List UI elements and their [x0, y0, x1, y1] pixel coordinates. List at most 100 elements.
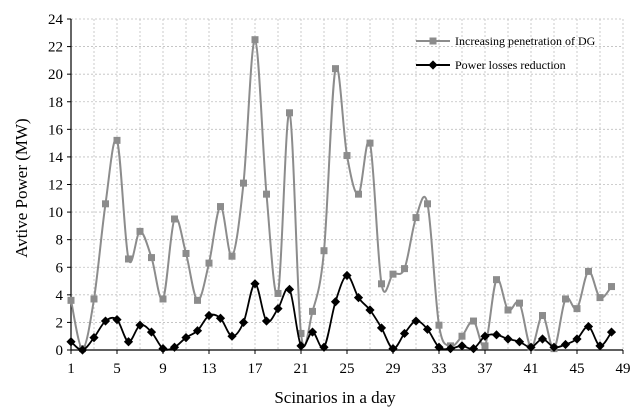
data-point: [217, 203, 224, 211]
data-point: [353, 292, 364, 303]
data-point: [606, 327, 617, 337]
y-tick-label: 8: [56, 233, 64, 249]
y-tick-label: 20: [48, 67, 63, 83]
data-point: [503, 334, 513, 344]
data-point: [388, 344, 398, 354]
data-point: [481, 342, 489, 350]
y-tick-label: 24: [48, 12, 64, 28]
data-point: [181, 332, 191, 343]
data-point: [549, 342, 559, 352]
data-point: [514, 337, 525, 347]
x-tick-label: 41: [524, 361, 539, 377]
data-point: [562, 295, 569, 303]
data-point: [595, 341, 605, 351]
data-point: [493, 276, 500, 284]
x-tick-label: 37: [478, 361, 494, 377]
data-point: [539, 312, 546, 320]
y-tick-label: 0: [56, 343, 64, 359]
data-point: [182, 249, 190, 257]
x-tick-label: 17: [248, 361, 264, 377]
data-point: [470, 317, 477, 325]
data-point: [342, 270, 352, 281]
series-layer: [66, 36, 617, 355]
data-point: [365, 305, 375, 315]
data-point: [205, 259, 213, 267]
data-point: [307, 327, 318, 337]
data-point: [424, 200, 431, 208]
data-point: [319, 342, 329, 352]
y-tick-label: 14: [48, 150, 64, 166]
grid: [71, 18, 624, 350]
legend-label: Increasing penetration of DG: [455, 34, 596, 48]
data-point: [135, 320, 145, 330]
data-point: [100, 316, 111, 326]
x-axis-ticks: 1 5 9 13 17 21 25 29 33 37 41 45 49: [67, 350, 631, 377]
data-point: [435, 321, 443, 329]
data-point: [89, 332, 99, 343]
data-point: [227, 331, 237, 341]
x-tick-label: 25: [340, 361, 355, 377]
data-point: [608, 283, 615, 291]
legend: Increasing penetration of DG Power losses…: [416, 34, 596, 72]
y-tick-label: 18: [48, 95, 63, 111]
data-point: [422, 324, 433, 334]
data-point: [560, 339, 571, 350]
data-point: [251, 36, 259, 44]
series-line: [70, 38, 613, 350]
data-point: [250, 279, 260, 289]
data-point: [284, 284, 295, 294]
x-tick-label: 9: [159, 361, 167, 377]
data-point: [192, 326, 203, 336]
data-point: [401, 265, 408, 273]
data-point: [596, 294, 604, 302]
x-tick-label: 45: [570, 361, 585, 377]
data-point: [261, 316, 272, 326]
data-point: [204, 310, 214, 321]
data-point: [457, 341, 467, 351]
data-point: [123, 337, 134, 347]
x-tick-label: 33: [432, 361, 447, 377]
data-point: [171, 215, 178, 223]
y-tick-label: 6: [56, 260, 64, 276]
data-point: [274, 289, 282, 297]
data-point: [309, 307, 316, 315]
data-point: [434, 342, 444, 352]
data-point: [516, 299, 523, 307]
x-tick-label: 21: [294, 361, 309, 377]
data-point: [376, 323, 387, 333]
data-point: [158, 344, 168, 354]
data-point: [573, 305, 581, 313]
x-tick-label: 49: [616, 361, 631, 377]
data-point: [480, 331, 490, 341]
data-point: [77, 345, 88, 355]
data-point: [504, 306, 512, 314]
data-point: [445, 344, 456, 354]
data-point: [378, 280, 385, 288]
data-point: [66, 337, 76, 347]
y-tick-label: 2: [56, 315, 64, 331]
series-line: [70, 274, 613, 351]
data-point: [355, 190, 362, 198]
series-dg-penetration: [67, 36, 615, 353]
y-tick-label: 4: [56, 288, 64, 304]
data-point: [491, 330, 502, 340]
data-point: [102, 200, 109, 208]
data-point: [332, 65, 339, 73]
series-power-losses-reduction: [66, 270, 617, 355]
data-point: [215, 313, 226, 323]
y-tick-label: 10: [48, 205, 63, 221]
data-point: [366, 139, 374, 147]
data-point: [296, 341, 306, 351]
legend-marker: [428, 60, 438, 70]
data-point: [238, 317, 249, 328]
data-point: [228, 252, 236, 260]
data-point: [389, 270, 397, 278]
y-tick-label: 16: [48, 122, 64, 138]
data-point: [273, 304, 283, 314]
data-point: [583, 321, 594, 332]
data-point: [112, 315, 122, 325]
data-point: [90, 295, 98, 303]
data-point: [399, 328, 410, 339]
x-axis-title: Scinarios in a day: [274, 388, 396, 407]
